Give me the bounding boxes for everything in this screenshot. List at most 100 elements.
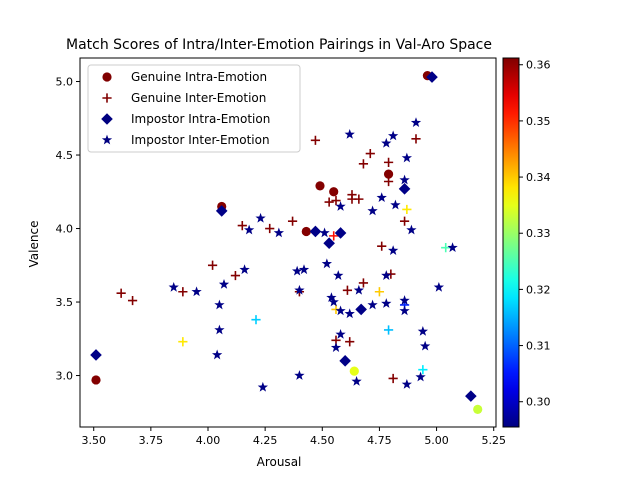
point-impostor-inter-emotion [335,328,346,339]
point-impostor-inter-emotion [410,117,422,128]
point-impostor-inter-emotion [335,201,346,211]
point-impostor-inter-emotion [433,281,444,292]
point-impostor-inter-emotion [388,245,399,255]
legend-label: Genuine Intra-Emotion [131,70,267,84]
point-impostor-intra-emotion [339,355,351,367]
legend-plus-icon [102,93,112,103]
point-genuine-inter-emotion [230,270,241,281]
legend-box [87,64,301,153]
data-points [90,71,483,414]
point-impostor-intra-emotion [355,303,367,316]
x-tick-label: 4.00 [196,434,221,447]
point-impostor-inter-emotion [212,349,223,360]
point-impostor-inter-emotion [330,342,342,352]
point-genuine-inter-emotion [237,220,247,231]
colorbar-tick-label: 0.30 [526,396,551,409]
point-impostor-inter-emotion [390,199,401,210]
point-genuine-inter-emotion [331,196,341,206]
colorbar-gradient [502,57,520,428]
point-genuine-inter-emotion [374,287,385,297]
y-tick-label: 3.5 [56,296,74,309]
point-impostor-inter-emotion [292,265,303,276]
y-tick-label: 3.0 [56,370,74,383]
x-tick-label: 4.25 [253,434,278,447]
series-impostor-inter-emotion [168,117,458,392]
point-genuine-intra-emotion [349,366,359,376]
point-genuine-intra-emotion [91,375,101,385]
point-genuine-inter-emotion [178,337,188,347]
point-impostor-inter-emotion [257,381,268,392]
legend-entry: Genuine Inter-Emotion [102,91,266,105]
point-impostor-inter-emotion [367,299,378,310]
x-axis: 3.50 3.75 4.00 4.25 4.50 4.75 5.00 5.25 [81,427,506,447]
point-genuine-intra-emotion [315,181,325,191]
colorbar-tick-label: 0.35 [526,115,551,128]
point-impostor-inter-emotion [381,270,392,280]
point-impostor-inter-emotion [333,270,344,280]
point-genuine-inter-emotion [402,204,412,215]
y-axis-label: Valence [27,221,41,268]
point-impostor-intra-emotion [309,225,322,238]
point-genuine-inter-emotion [116,288,126,298]
point-impostor-inter-emotion [239,264,250,275]
legend: Genuine Intra-Emotion Genuine Inter-Emoti… [87,64,301,153]
point-impostor-inter-emotion [328,296,339,307]
point-genuine-inter-emotion [441,243,451,253]
point-impostor-inter-emotion [255,212,266,223]
point-impostor-intra-emotion [323,237,335,250]
point-genuine-inter-emotion [329,231,339,241]
y-tick-label: 4.5 [56,149,74,162]
point-impostor-inter-emotion [401,378,412,389]
point-impostor-inter-emotion [335,305,346,316]
chart-title: Match Scores of Intra/Inter-Emotion Pair… [66,37,492,53]
point-impostor-inter-emotion [351,376,362,386]
point-genuine-inter-emotion [377,241,387,251]
point-genuine-inter-emotion [342,285,353,295]
colorbar-tick-label: 0.31 [526,340,551,353]
point-genuine-inter-emotion [388,373,398,384]
x-tick-label: 4.75 [367,434,392,447]
point-genuine-inter-emotion [310,135,321,145]
point-genuine-inter-emotion [127,295,138,306]
point-genuine-intra-emotion [383,169,394,179]
x-tick-label: 3.75 [139,434,164,447]
point-impostor-inter-emotion [399,174,410,185]
point-impostor-inter-emotion [294,284,305,295]
point-genuine-inter-emotion [251,315,261,325]
point-impostor-inter-emotion [420,340,431,351]
point-impostor-intra-emotion [398,183,411,195]
point-genuine-inter-emotion [411,134,421,144]
point-genuine-inter-emotion [358,159,369,169]
point-impostor-inter-emotion [244,224,255,235]
point-impostor-inter-emotion [406,224,417,235]
legend-label: Impostor Intra-Emotion [131,112,270,126]
point-impostor-intra-emotion [90,349,102,361]
point-impostor-inter-emotion [401,152,412,163]
colorbar-tick-label: 0.36 [526,59,551,72]
point-genuine-intra-emotion [329,187,339,197]
point-impostor-inter-emotion [294,370,305,380]
point-genuine-inter-emotion [287,216,298,226]
x-tick-label: 3.50 [81,434,106,447]
colorbar: 0.30 0.31 0.32 0.33 0.34 0.35 0.36 [502,57,551,428]
point-genuine-inter-emotion [383,325,394,335]
point-impostor-inter-emotion [273,227,284,238]
legend-entry: Impostor Intra-Emotion [101,112,270,126]
point-impostor-inter-emotion [417,326,428,336]
point-impostor-inter-emotion [353,284,364,295]
point-impostor-inter-emotion [376,192,387,203]
series-impostor-intra-emotion [90,71,477,402]
x-tick-label: 5.25 [481,434,506,447]
point-genuine-inter-emotion [383,176,394,187]
point-impostor-inter-emotion [415,371,426,382]
y-tick-label: 4.0 [56,223,74,236]
point-impostor-inter-emotion [447,242,458,253]
point-impostor-intra-emotion [465,390,477,402]
point-impostor-inter-emotion [319,227,330,238]
point-impostor-inter-emotion [367,205,378,216]
point-impostor-inter-emotion [326,292,337,302]
y-tick-label: 5.0 [56,76,74,89]
point-impostor-inter-emotion [388,130,399,141]
point-genuine-intra-emotion [473,404,483,414]
y-axis: 3.0 3.5 4.0 4.5 5.0 [56,76,80,383]
